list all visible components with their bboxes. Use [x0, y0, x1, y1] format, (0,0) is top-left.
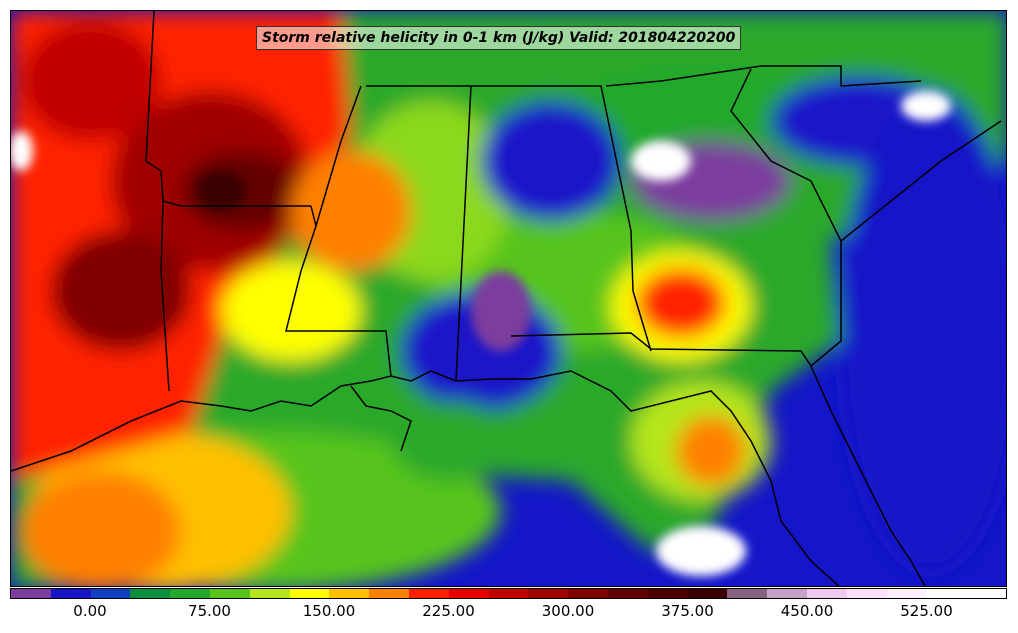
- map-panel: Storm relative helicity in 0-1 km (J/kg)…: [10, 10, 1007, 587]
- colorbar-swatch: [329, 589, 370, 598]
- colorbar-swatch: [727, 589, 768, 598]
- colorbar-swatch: [448, 589, 489, 598]
- colorbar-swatch: [647, 589, 688, 598]
- colorbar-tick-label: 225.00: [422, 602, 475, 620]
- colorbar-swatch: [767, 589, 807, 598]
- colorbar-tick-label: 375.00: [661, 602, 714, 620]
- colorbar-tick-label: 525.00: [900, 602, 953, 620]
- colorbar-swatch: [249, 589, 290, 598]
- colorbar-swatch: [289, 589, 330, 598]
- colorbar-tick-label: 450.00: [780, 602, 834, 620]
- colorbar-swatch: [886, 589, 927, 598]
- colorbar-swatch: [170, 589, 210, 598]
- colorbar-tick-label: 300.00: [541, 602, 595, 620]
- colorbar-swatch: [11, 589, 51, 598]
- colorbar-swatch: [528, 589, 569, 598]
- colorbar-swatch: [408, 589, 449, 598]
- map-title: Storm relative helicity in 0-1 km (J/kg)…: [256, 26, 742, 50]
- colorbar-tick-label: 75.00: [188, 602, 231, 620]
- colorbar-swatch: [687, 589, 728, 598]
- colorbar-tick-label: 0.00: [73, 602, 107, 620]
- boundaries: [11, 11, 1002, 586]
- colorbar-swatch: [50, 589, 91, 598]
- colorbar-swatch: [607, 589, 648, 598]
- colorbar-swatch: [130, 589, 171, 598]
- colorbar-swatch: [966, 589, 1006, 598]
- colorbar-swatch: [90, 589, 131, 598]
- colorbar-swatch: [209, 589, 250, 598]
- helicity-highlights: [11, 91, 951, 576]
- colorbar-swatch: [488, 589, 529, 598]
- colorbar-swatch: [369, 589, 409, 598]
- helicity-map: [11, 11, 1006, 586]
- colorbar-swatch: [806, 589, 847, 598]
- colorbar-ticks: 0.00 75.00 150.00 225.00 300.00 375.00 450.00 5…: [10, 602, 1007, 624]
- colorbar-swatch: [568, 589, 608, 598]
- colorbar-swatch: [926, 589, 967, 598]
- colorbar-tick-label: 150.00: [302, 602, 356, 620]
- colorbar-swatch: [846, 589, 887, 598]
- colorbar: [10, 588, 1007, 599]
